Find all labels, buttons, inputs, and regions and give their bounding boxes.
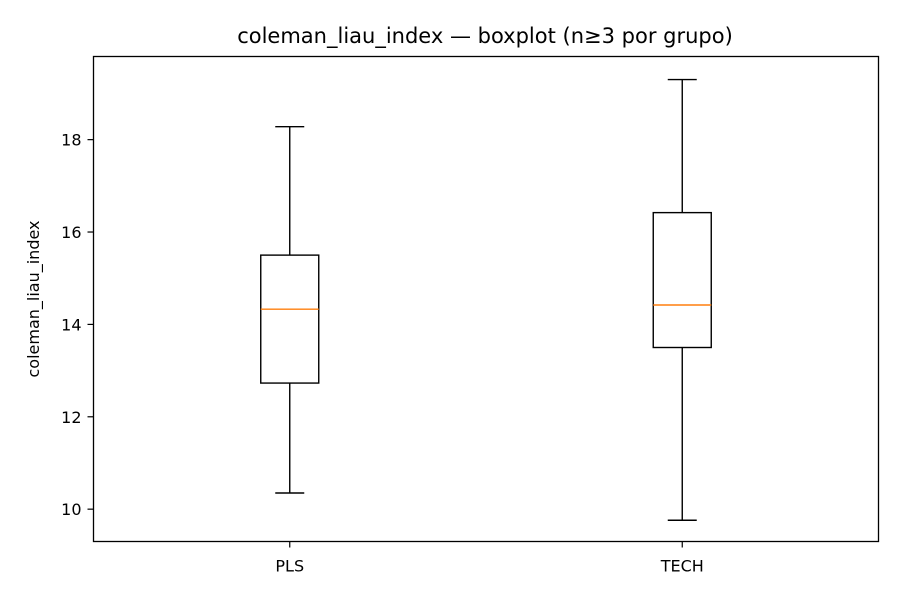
y-tick-label: 10 bbox=[61, 500, 81, 519]
y-axis-label: coleman_liau_index bbox=[24, 220, 44, 377]
plot-frame bbox=[92, 55, 880, 543]
x-tick-label: PLS bbox=[275, 557, 304, 576]
y-tick-label: 18 bbox=[61, 131, 81, 150]
box-tech bbox=[652, 211, 712, 349]
x-tick-label: TECH bbox=[660, 557, 704, 576]
y-tick-label: 16 bbox=[61, 223, 81, 242]
box-pls bbox=[260, 254, 320, 384]
y-tick-label: 12 bbox=[61, 408, 81, 427]
y-tick-label: 14 bbox=[61, 315, 81, 334]
chart-title: coleman_liau_index — boxplot (n≥3 por gr… bbox=[237, 24, 733, 49]
plot-area: 10 12 14 16 18 PLS TECH bbox=[61, 78, 712, 576]
